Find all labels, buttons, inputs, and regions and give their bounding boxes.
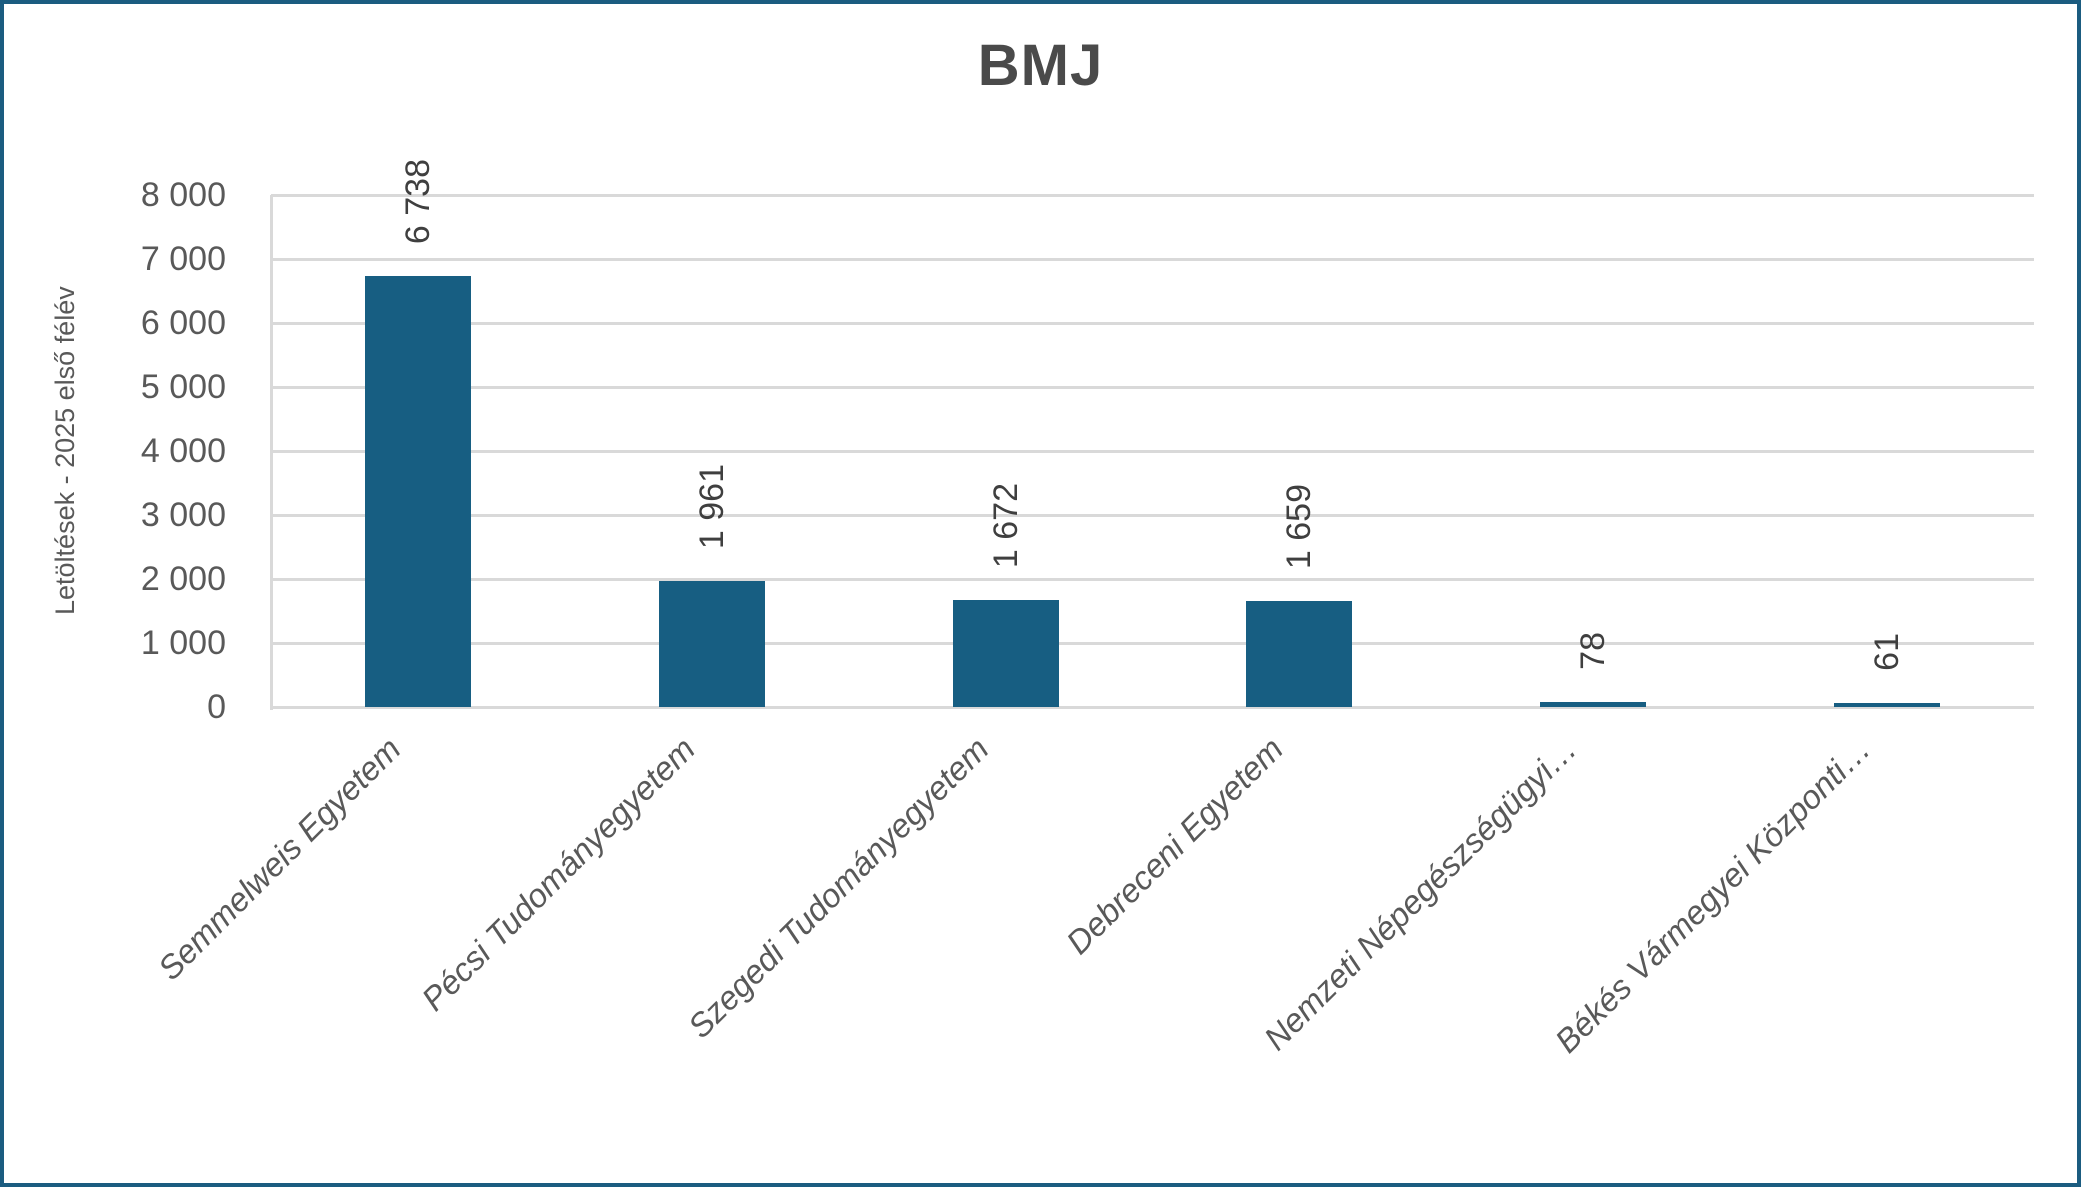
gridline [271,257,2034,261]
category-label: Nemzeti Népegészségügyi… [1256,730,1584,1058]
gridline [271,193,2034,197]
y-tick-label: 5 000 [140,368,226,406]
gridline [271,321,2034,325]
gridline [271,385,2034,389]
bar-value-label: 61 [1868,633,1907,671]
bar-value-label: 1 672 [986,482,1025,568]
bar-value-label: 78 [1574,632,1613,670]
gridline [271,641,2034,645]
bar [953,600,1059,707]
bar [365,276,471,707]
bar [1246,601,1352,707]
y-tick-label: 0 [207,688,226,726]
bar [1540,702,1646,707]
y-axis-line [270,195,273,710]
y-tick-label: 8 000 [140,176,226,214]
gridline [271,449,2034,453]
category-label: Szegedi Tudományegyetem [680,730,996,1045]
category-label: Debreceni Egyetem [1058,730,1290,962]
y-tick-label: 3 000 [140,496,226,534]
y-tick-label: 7 000 [140,240,226,278]
category-label: Pécsi Tudományegyetem [414,730,702,1018]
gridline [271,513,2034,517]
gridline [271,577,2034,581]
bar-value-label: 6 738 [398,158,437,244]
bar-value-label: 1 961 [692,463,731,549]
y-tick-label: 4 000 [140,432,226,470]
bar [1834,703,1940,707]
y-tick-label: 6 000 [140,304,226,342]
y-tick-label: 2 000 [140,560,226,598]
chart-title: BMJ [977,33,1104,98]
category-label: Semmelweis Egyetem [151,730,409,988]
bar [659,581,765,707]
gridline [271,705,2034,709]
category-label: Békés Vármegyei Központi… [1547,730,1878,1060]
bar-value-label: 1 659 [1280,483,1319,569]
y-tick-label: 1 000 [140,624,226,662]
